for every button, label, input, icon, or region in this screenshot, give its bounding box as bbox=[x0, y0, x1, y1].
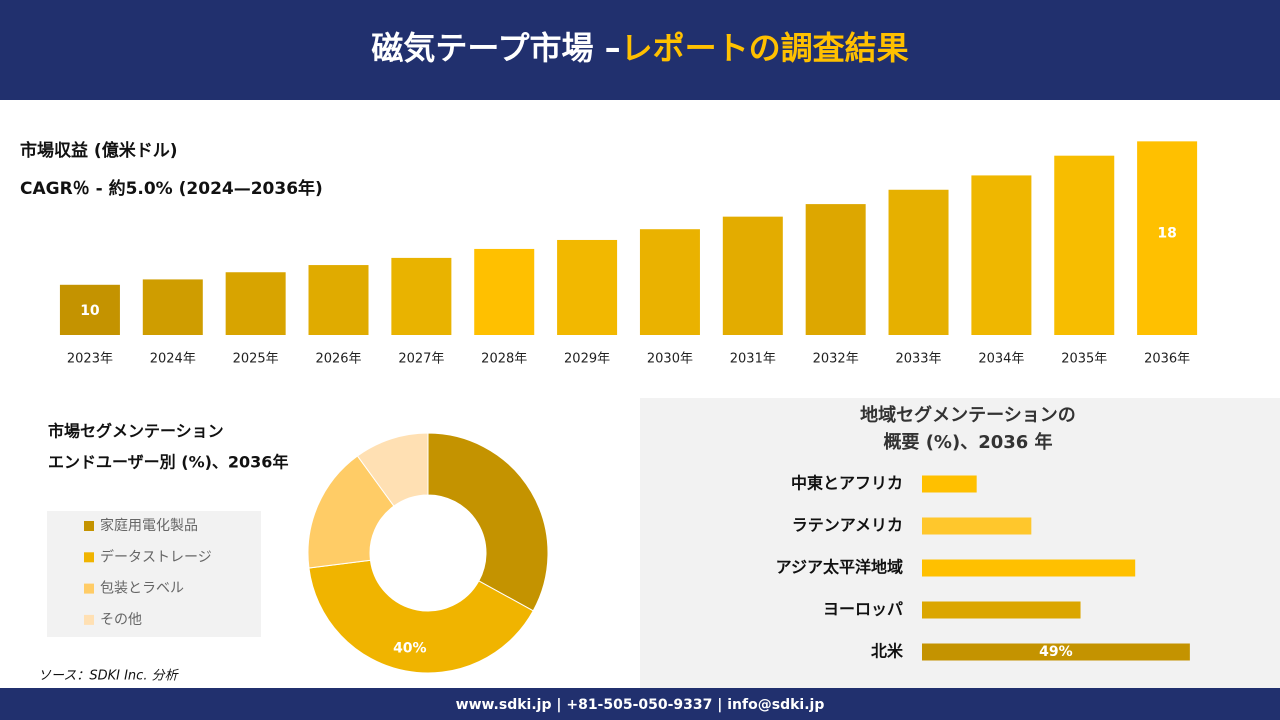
legend-label: 家庭用電化製品 bbox=[100, 517, 198, 534]
bar bbox=[557, 239, 618, 335]
bar-subtitle: CAGR％ - 約5.0% (2024—2036年) bbox=[20, 178, 323, 199]
bar bbox=[59, 284, 120, 335]
x-tick-label: 2036年 bbox=[1144, 352, 1190, 367]
x-tick-label: 2030年 bbox=[647, 352, 693, 367]
header-bg bbox=[0, 0, 1280, 100]
title-highlight: レポートの調査結果 bbox=[621, 29, 909, 67]
donut-segment bbox=[356, 432, 429, 507]
bar bbox=[142, 279, 203, 335]
legend-label: 包装とラベル bbox=[100, 581, 184, 597]
x-tick-label: 2029年 bbox=[564, 352, 610, 367]
bar bbox=[922, 517, 1032, 535]
legend-swatch bbox=[84, 552, 94, 563]
bar bbox=[639, 229, 700, 335]
value-label: 49% bbox=[1039, 644, 1073, 660]
legend-label: その他 bbox=[100, 612, 142, 628]
x-tick-label: 2023年 bbox=[67, 352, 113, 367]
x-tick-label: 2035年 bbox=[1061, 352, 1107, 367]
y-tick-label: 中東とアフリカ bbox=[791, 474, 903, 493]
value-label: 10 bbox=[80, 303, 100, 319]
y-tick-label: ヨーロッパ bbox=[823, 600, 903, 619]
donut-title: 市場セグメンテーション bbox=[48, 422, 224, 441]
bar bbox=[1054, 155, 1115, 335]
x-tick-label: 2028年 bbox=[481, 352, 527, 367]
bar bbox=[391, 257, 452, 335]
x-tick-label: 2031年 bbox=[730, 352, 776, 367]
bar bbox=[922, 559, 1136, 577]
x-tick-label: 2032年 bbox=[813, 352, 859, 367]
bar bbox=[922, 475, 977, 493]
x-tick-label: 2024年 bbox=[150, 352, 196, 367]
x-tick-label: 2033年 bbox=[895, 352, 941, 367]
legend-label: データストレージ bbox=[100, 548, 212, 565]
value-label: 40% bbox=[393, 640, 427, 656]
bar bbox=[225, 272, 286, 335]
bar bbox=[1137, 141, 1198, 335]
bar bbox=[308, 265, 369, 335]
donut-subtitle: エンドユーザー別 (%)、2036年 bbox=[48, 453, 288, 472]
y-tick-label: アジア太平洋地域 bbox=[776, 558, 903, 577]
footer-bg bbox=[0, 688, 1280, 720]
bar bbox=[722, 216, 783, 335]
donut-segment bbox=[307, 455, 395, 569]
bar bbox=[922, 601, 1081, 619]
y-tick-label: ラテンアメリカ bbox=[792, 516, 903, 535]
legend-swatch bbox=[84, 614, 94, 625]
legend-box bbox=[47, 511, 261, 637]
right-panel bbox=[640, 398, 1280, 688]
x-tick-label: 2025年 bbox=[233, 352, 279, 367]
header-title: 磁気テープ市場 –レポートの調査結果 bbox=[371, 29, 908, 67]
x-tick-label: 2034年 bbox=[978, 352, 1024, 367]
bar bbox=[922, 643, 1190, 661]
hbar-title: 地域セグメンテーションの bbox=[860, 404, 1076, 426]
legend-swatch bbox=[84, 521, 94, 531]
y-tick-label: 北米 bbox=[871, 642, 904, 661]
bar bbox=[888, 189, 949, 335]
x-tick-label: 2026年 bbox=[315, 352, 361, 367]
bar bbox=[805, 204, 866, 335]
value-label: 18 bbox=[1157, 225, 1176, 241]
bar bbox=[474, 248, 535, 335]
source: ソース：SDKI Inc. 分析 bbox=[38, 669, 180, 684]
donut-segment bbox=[308, 559, 534, 674]
footer: www.sdki.jp | +81-505-050-9337 | info@sd… bbox=[456, 697, 825, 713]
legend-swatch bbox=[84, 583, 94, 594]
donut-segment bbox=[427, 432, 549, 612]
x-tick-label: 2027年 bbox=[398, 352, 444, 367]
title-main: 磁気テープ市場 – bbox=[371, 29, 620, 67]
hbar-subtitle: 概要 (%)、2036 年 bbox=[883, 431, 1052, 453]
bar-title: 市場収益 (億米ドル) bbox=[20, 140, 177, 161]
bar bbox=[971, 175, 1032, 335]
